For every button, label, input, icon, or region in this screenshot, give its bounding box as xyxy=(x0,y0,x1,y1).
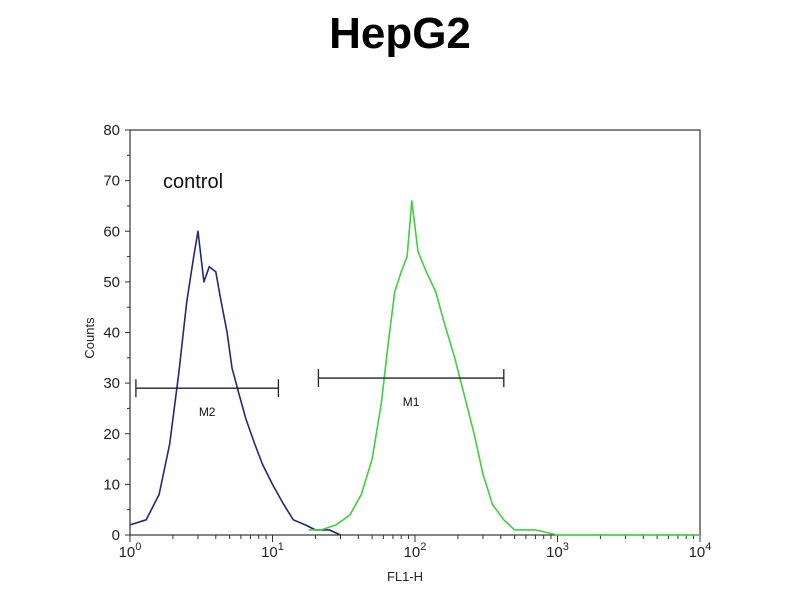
x-tick-label: 100 xyxy=(119,541,142,561)
y-tick-label: 60 xyxy=(103,223,120,240)
y-tick-label: 70 xyxy=(103,173,120,190)
y-tick-label: 10 xyxy=(103,476,120,493)
y-tick-label: 30 xyxy=(103,375,120,392)
y-tick-label: 20 xyxy=(103,426,120,443)
histogram-series-2 xyxy=(308,200,700,536)
x-axis: 100 101 102 103 104 xyxy=(119,535,712,561)
y-tick-label: 80 xyxy=(103,122,120,139)
histogram-series-1 xyxy=(129,230,341,536)
y-axis-label: Counts xyxy=(82,317,97,359)
control-annotation: control xyxy=(163,171,223,193)
x-axis-label: FL1-H xyxy=(387,569,423,584)
x-tick-label: 104 xyxy=(689,541,712,561)
y-tick-label: 40 xyxy=(103,325,120,342)
series-group xyxy=(129,200,700,536)
marker-label-m1: M1 xyxy=(403,395,420,409)
y-tick-label: 0 xyxy=(112,527,120,544)
y-tick-label: 50 xyxy=(103,274,120,291)
x-tick-label: 102 xyxy=(404,541,427,561)
marker-group: M2 M1 xyxy=(135,369,505,419)
chart-title: HepG2 xyxy=(329,9,471,58)
x-tick-label: 103 xyxy=(546,541,569,561)
y-axis: 0 10 20 30 40 50 60 70 80 xyxy=(103,122,130,544)
marker-label-m2: M2 xyxy=(199,405,216,419)
x-tick-label: 101 xyxy=(261,541,284,561)
